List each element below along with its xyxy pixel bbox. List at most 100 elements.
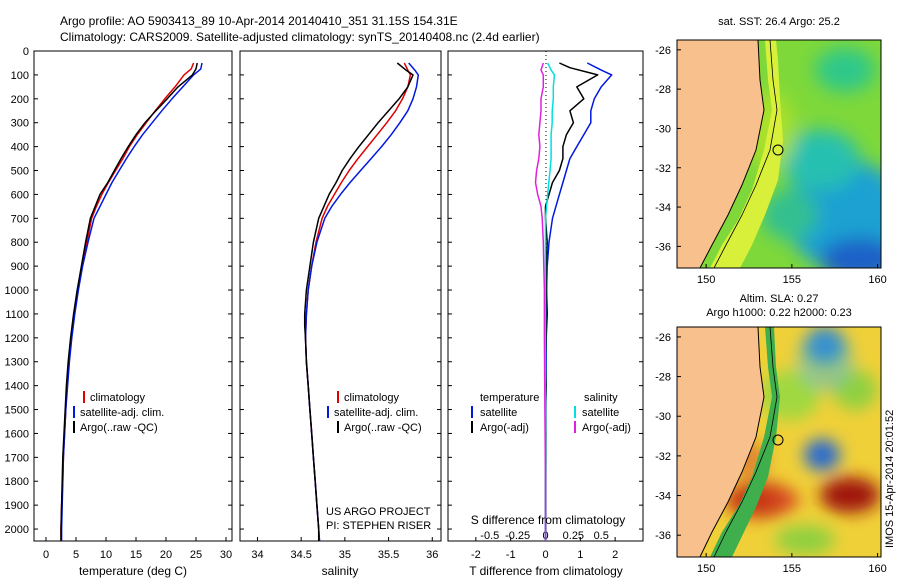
sst-latitude-ticks: -26 -28 -30 -32 -34 -36 (655, 45, 681, 253)
x-tick-label: 2 (612, 549, 618, 561)
lon-tick-label: 160 (868, 563, 886, 575)
x-tick-label: 5 (73, 549, 79, 561)
legend-argo: Argo(..raw -QC) (344, 422, 422, 434)
lat-tick-label: -36 (655, 530, 671, 542)
legend-satellite: satellite-adj. clim. (334, 407, 418, 419)
x2-tick-label: -0.25 (505, 530, 530, 542)
legend-satellite: satellite-adj. clim. (80, 407, 164, 419)
temperature-series-argo-raw-qc- (60, 62, 198, 541)
x-tick-label: 1 (577, 549, 583, 561)
imos-timestamp-label: IMOS 15-Apr-2014 20:01:52 (884, 410, 896, 548)
sla-map-label-1: Altim. SLA: 0.27 (740, 293, 819, 305)
sst-shelf-contour (713, 40, 778, 268)
temperature-tick-labels: 0 5 10 15 20 25 30 (43, 537, 232, 561)
x-tick-label: 20 (160, 549, 172, 561)
depth-tick-label: 1500 (5, 405, 29, 417)
difference-series-temperature-satellite (545, 62, 613, 541)
x-tick-label: 35.5 (378, 549, 399, 561)
header-line-1: Argo profile: AO 5903413_89 10-Apr-2014 … (60, 14, 458, 28)
x-tick-label: 34 (251, 549, 263, 561)
salinity-series-climatology (304, 62, 412, 542)
depth-tick-label: 100 (11, 70, 29, 82)
depth-tick-label: 800 (11, 237, 29, 249)
sst-field (677, 40, 881, 268)
lon-tick-label: 150 (697, 563, 715, 575)
x-tick-label: 34.5 (290, 549, 311, 561)
sla-map-frame (676, 326, 882, 558)
legend-s-satellite: satellite (582, 407, 619, 419)
depth-tick-label: 1300 (5, 357, 29, 369)
difference-series-salinity-argo-adj- (534, 62, 547, 541)
legend-t-argo: Argo(-adj) (480, 422, 529, 434)
sla-coastal-band (710, 327, 780, 557)
sla-argo-location-marker (772, 434, 784, 446)
sla-field (677, 327, 880, 557)
legend-t-satellite: satellite (480, 407, 517, 419)
x-tick-label: 30 (220, 549, 232, 561)
salinity-series-argo-raw-qc- (303, 62, 414, 541)
legend-argo: Argo(..raw -QC) (80, 422, 158, 434)
s-difference-tick-labels: -0.5 -0.25 0 0.25 0.5 (480, 530, 609, 542)
difference-panel: -2 -1 0 1 2 -0.5 -0.25 0 0.25 0.5 T difference f… (447, 50, 644, 578)
sst-longitude-ticks: 150 155 160 (697, 264, 887, 286)
salinity-panel: 34 34.5 35 35.5 36 salinity climatology sate… (239, 50, 442, 578)
t-difference-tick-labels: -2 -1 0 1 2 (471, 537, 618, 561)
header-line-2: Climatology: CARS2009. Satellite-adjuste… (60, 30, 540, 44)
temperature-axis-label: temperature (deg C) (79, 564, 187, 578)
salinity-legend: climatology satellite-adj. clim. Argo(..… (327, 391, 422, 434)
salinity-tick-labels: 34 34.5 35 35.5 36 (251, 537, 438, 561)
t-difference-axis-label: T difference from climatology (469, 564, 623, 578)
legend-climatology: climatology (344, 392, 400, 404)
difference-legend: temperature salinity satellite Argo(-adj… (471, 392, 631, 434)
depth-tick-label: 1400 (5, 381, 29, 393)
sst-argo-location-marker (772, 144, 784, 156)
depth-tick-label: 1800 (5, 476, 29, 488)
salinity-plot-frame (239, 50, 442, 542)
lon-tick-label: 155 (783, 274, 801, 286)
lat-tick-label: -34 (655, 202, 671, 214)
depth-tick-label: 900 (11, 261, 29, 273)
credit-line-2: PI: STEPHEN RISER (326, 520, 431, 532)
depth-tick-label: 300 (11, 118, 29, 130)
sla-land (677, 327, 764, 557)
depth-tick-label: 1200 (5, 333, 29, 345)
lat-tick-label: -30 (655, 411, 671, 423)
salinity-series-satellite-adj-clim- (304, 62, 420, 542)
x2-tick-label: 0.5 (594, 530, 609, 542)
depth-tick-label: 400 (11, 142, 29, 154)
x2-tick-label: -0.5 (480, 530, 499, 542)
sst-land (677, 40, 764, 268)
sst-map-label: sat. SST: 26.4 Argo: 25.2 (718, 16, 840, 28)
lat-tick-label: -30 (655, 123, 671, 135)
legend-salinity-header: salinity (584, 392, 618, 404)
difference-series-temperature-argo-adj- (544, 62, 599, 541)
lat-tick-label: -26 (655, 332, 671, 344)
depth-tick-label: 700 (11, 213, 29, 225)
lon-tick-label: 160 (868, 274, 886, 286)
legend-s-argo: Argo(-adj) (582, 422, 631, 434)
sla-coastline (699, 327, 765, 557)
sla-map-panel: Altim. SLA: 0.27 Argo h1000: 0.22 h2000:… (655, 293, 887, 575)
sla-longitude-ticks: 150 155 160 (697, 553, 887, 575)
credit-line-1: US ARGO PROJECT (326, 506, 431, 518)
legend-climatology: climatology (90, 392, 146, 404)
x-tick-label: 15 (130, 549, 142, 561)
x-tick-label: 10 (100, 549, 112, 561)
sla-latitude-ticks: -26 -28 -30 -32 -34 -36 (655, 332, 681, 542)
x-tick-label: 0 (43, 549, 49, 561)
sla-map-label-2: Argo h1000: 0.22 h2000: 0.23 (706, 307, 852, 319)
s-difference-axis-label: S difference from climatology (471, 513, 626, 527)
temperature-series-satellite-adj-clim- (60, 62, 203, 541)
lon-tick-label: 155 (783, 563, 801, 575)
x-tick-label: -2 (471, 549, 481, 561)
temperature-series-climatology (60, 62, 195, 541)
sst-map-panel: sat. SST: 26.4 Argo: 25.2 -26 -28 -30 -32 -3… (655, 16, 887, 286)
difference-series-salinity-satellite (544, 62, 556, 541)
x-tick-label: 25 (190, 549, 202, 561)
depth-tick-label: 2000 (5, 524, 29, 536)
lat-tick-label: -26 (655, 45, 671, 57)
sst-coastline (699, 40, 765, 268)
lat-tick-label: -28 (655, 84, 671, 96)
x-tick-label: 0 (542, 549, 548, 561)
